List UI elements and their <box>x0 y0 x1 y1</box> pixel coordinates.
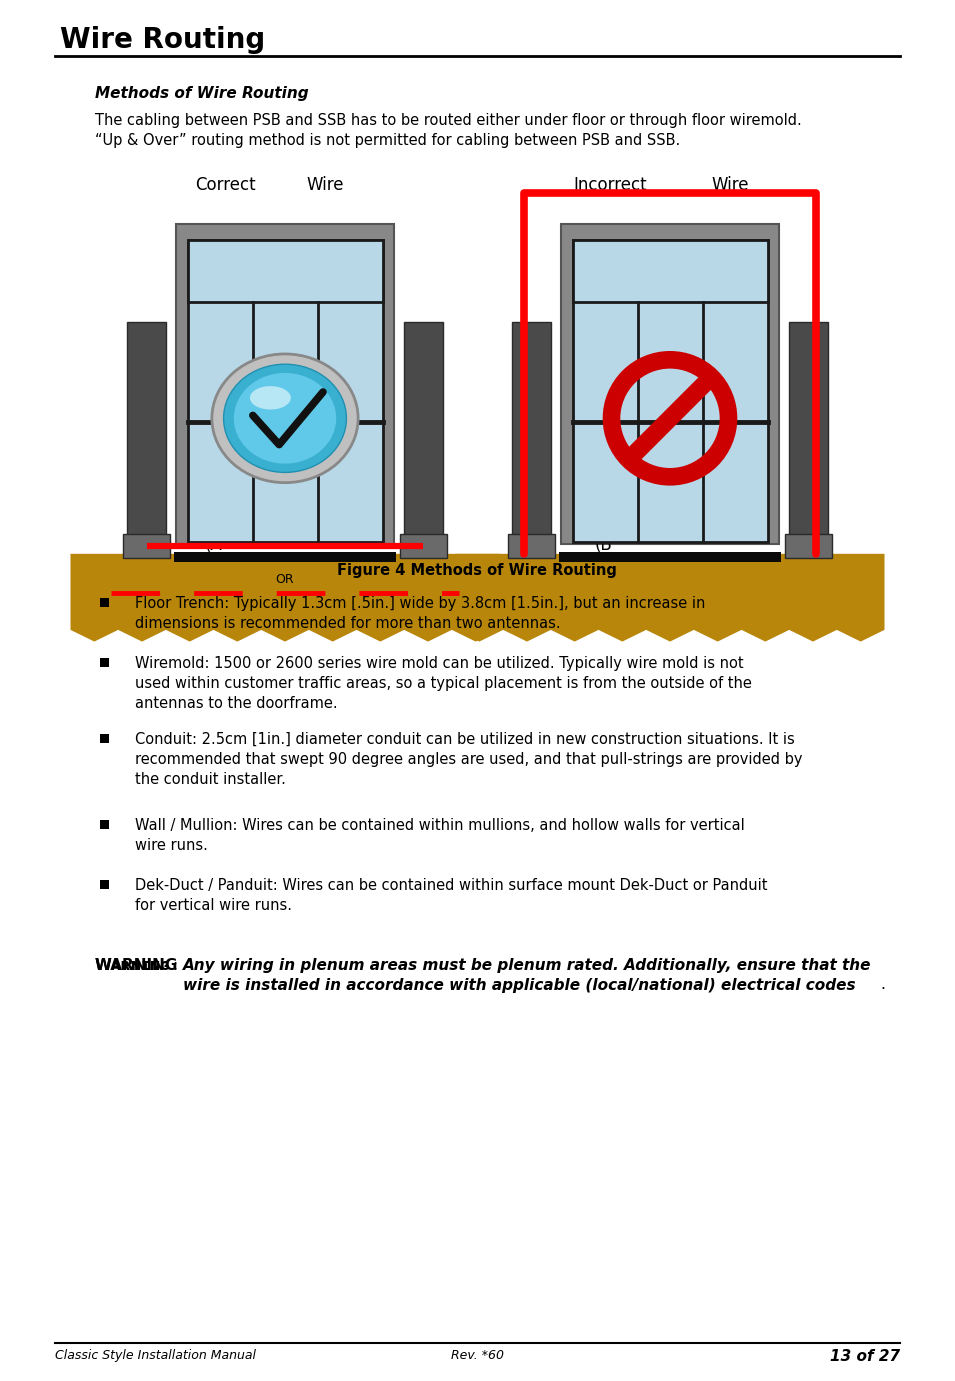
Text: Rev. *60: Rev. *60 <box>451 1349 503 1362</box>
Bar <box>100 657 109 667</box>
Bar <box>572 240 768 543</box>
Text: Floor Trench: Typically 1.3cm [.5in.] wide by 3.8cm [1.5in.], but an increase in: Floor Trench: Typically 1.3cm [.5in.] wi… <box>135 597 706 631</box>
Ellipse shape <box>223 365 347 472</box>
Ellipse shape <box>212 354 358 482</box>
Bar <box>100 733 109 743</box>
Bar <box>561 224 779 544</box>
Bar <box>404 322 443 545</box>
Text: (B: (B <box>595 536 613 554</box>
Text: Incorrect: Incorrect <box>573 175 647 193</box>
Text: The cabling between PSB and SSB has to be routed either under floor or through f: The cabling between PSB and SSB has to b… <box>95 113 802 128</box>
Text: Wᴀʀɴɪɴɢ: Wᴀʀɴɪɴɢ <box>95 958 171 974</box>
Bar <box>789 322 828 545</box>
Ellipse shape <box>250 387 291 410</box>
Bar <box>100 598 109 608</box>
Text: “Up & Over” routing method is not permitted for cabling between PSB and SSB.: “Up & Over” routing method is not permit… <box>95 133 680 148</box>
Text: Any wiring in plenum areas must be plenum rated. Additionally, ensure that the
w: Any wiring in plenum areas must be plenu… <box>183 958 872 993</box>
Text: Wire Routing: Wire Routing <box>60 26 265 54</box>
Bar <box>400 534 447 558</box>
Text: .: . <box>880 976 885 992</box>
Ellipse shape <box>234 373 336 464</box>
Text: Correct: Correct <box>195 175 255 193</box>
Bar <box>187 240 383 543</box>
Text: Wire: Wire <box>307 175 344 193</box>
Text: Wiremold: 1500 or 2600 series wire mold can be utilized. Typically wire mold is : Wiremold: 1500 or 2600 series wire mold … <box>135 656 752 711</box>
Text: Methods of Wire Routing: Methods of Wire Routing <box>95 86 308 101</box>
Polygon shape <box>71 554 499 642</box>
Text: WARNING: WARNING <box>95 958 179 974</box>
Polygon shape <box>456 554 884 642</box>
Bar <box>123 534 170 558</box>
Bar <box>187 240 383 302</box>
Text: Classic Style Installation Manual: Classic Style Installation Manual <box>55 1349 256 1362</box>
Bar <box>174 552 396 562</box>
Text: :: : <box>173 958 183 974</box>
Bar <box>176 224 394 544</box>
Bar <box>559 552 781 562</box>
Text: Figure 4 Methods of Wire Routing: Figure 4 Methods of Wire Routing <box>337 563 617 579</box>
Bar <box>508 534 555 558</box>
Bar <box>785 534 832 558</box>
Text: (A: (A <box>205 536 223 554</box>
Text: Wall / Mullion: Wires can be contained within mullions, and hollow walls for ver: Wall / Mullion: Wires can be contained w… <box>135 818 745 853</box>
Bar <box>100 880 109 889</box>
Text: OR: OR <box>276 573 294 586</box>
Bar <box>127 322 166 545</box>
Bar <box>100 820 109 829</box>
Text: Wire: Wire <box>711 175 749 193</box>
Text: Conduit: 2.5cm [1in.] diameter conduit can be utilized in new construction situa: Conduit: 2.5cm [1in.] diameter conduit c… <box>135 732 802 787</box>
Bar <box>572 240 768 302</box>
Text: 13 of 27: 13 of 27 <box>830 1349 900 1364</box>
Text: Dek-Duct / Panduit: Wires can be contained within surface mount Dek-Duct or Pand: Dek-Duct / Panduit: Wires can be contain… <box>135 878 768 913</box>
Bar <box>512 322 551 545</box>
